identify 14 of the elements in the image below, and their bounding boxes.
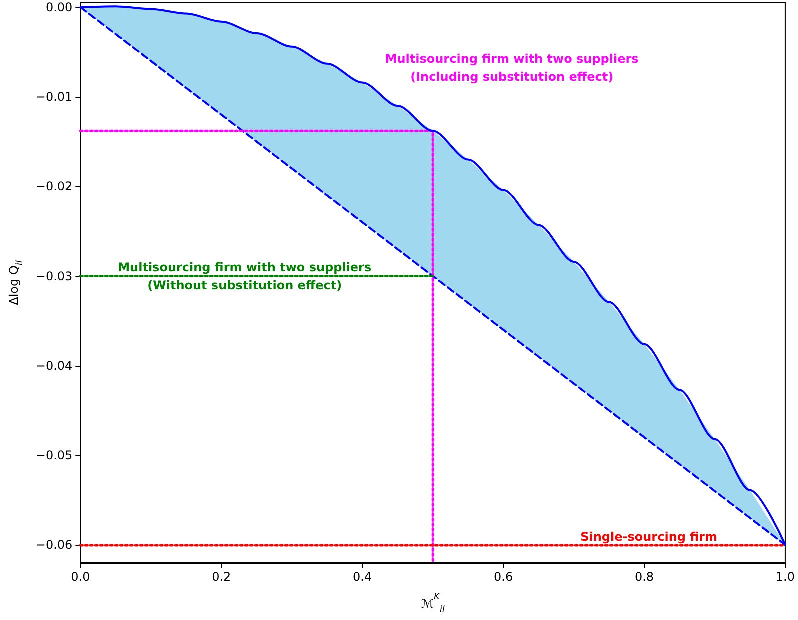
y-tick-label: −0.01 xyxy=(36,90,73,104)
x-tick-label: 0.0 xyxy=(71,570,90,584)
x-tick-label: 1.0 xyxy=(776,570,796,584)
x-tick-label: 0.4 xyxy=(353,570,372,584)
y-tick-label: −0.06 xyxy=(36,538,73,552)
y-tick-label: −0.02 xyxy=(36,180,73,194)
x-tick-label: 0.8 xyxy=(634,570,654,584)
x-tick-label: 0.6 xyxy=(494,570,514,584)
x-tick-label: 0.2 xyxy=(212,570,232,584)
y-tick-label: 0.00 xyxy=(46,0,73,14)
y-tick-label: −0.03 xyxy=(36,269,73,284)
y-tick-label: −0.04 xyxy=(36,358,73,373)
y-tick-label: −0.05 xyxy=(36,448,73,462)
y-axis-title: Δlog Qil xyxy=(7,260,26,306)
